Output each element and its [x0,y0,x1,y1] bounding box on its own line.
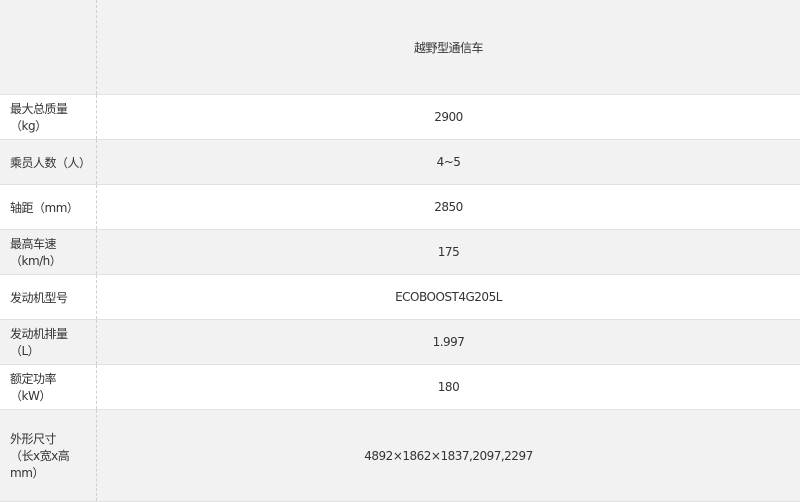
spec-row: 发动机型号 ECOBOOST4G205L [0,275,800,320]
label-line: 最大总质量（kg） [10,100,86,134]
spec-label: 额定功率（kW） [0,365,97,410]
spec-label: 最大总质量（kg） [0,95,97,140]
spec-value: 4~5 [97,140,800,185]
spec-label: 外形尺寸（长x宽x高mm） [0,410,97,502]
spec-label: 发动机排量（L） [0,320,97,365]
spec-value: ECOBOOST4G205L [97,275,800,320]
spec-row: 最高车速（km/h） 175 [0,230,800,275]
label-line: 发动机型号 [10,289,86,306]
label-line: 乘员人数（人） [10,154,86,171]
spec-value: 2850 [97,185,800,230]
header-row: 越野型通信车 [0,0,800,95]
spec-row: 最大总质量（kg） 2900 [0,95,800,140]
spec-row: 额定功率（kW） 180 [0,365,800,410]
spec-row: 发动机排量（L） 1.997 [0,320,800,365]
label-line: 额定功率（kW） [10,370,86,404]
label-line: 最高车速（km/h） [10,235,86,269]
spec-value: 1.997 [97,320,800,365]
spec-label: 轴距（mm） [0,185,97,230]
label-line: （长x宽x高mm） [10,447,86,481]
header-blank [0,0,97,95]
label-line: 外形尺寸 [10,430,86,447]
spec-value: 175 [97,230,800,275]
spec-label: 乘员人数（人） [0,140,97,185]
spec-row: 轴距（mm） 2850 [0,185,800,230]
spec-label: 发动机型号 [0,275,97,320]
spec-row: 外形尺寸（长x宽x高mm）4892×1862×1837,2097,2297 [0,410,800,502]
spec-label: 最高车速（km/h） [0,230,97,275]
spec-value: 180 [97,365,800,410]
label-line: 发动机排量（L） [10,325,86,359]
spec-row: 乘员人数（人） 4~5 [0,140,800,185]
header-title: 越野型通信车 [97,0,800,95]
spec-value: 2900 [97,95,800,140]
label-line: 轴距（mm） [10,199,86,216]
spec-value: 4892×1862×1837,2097,2297 [97,410,800,502]
